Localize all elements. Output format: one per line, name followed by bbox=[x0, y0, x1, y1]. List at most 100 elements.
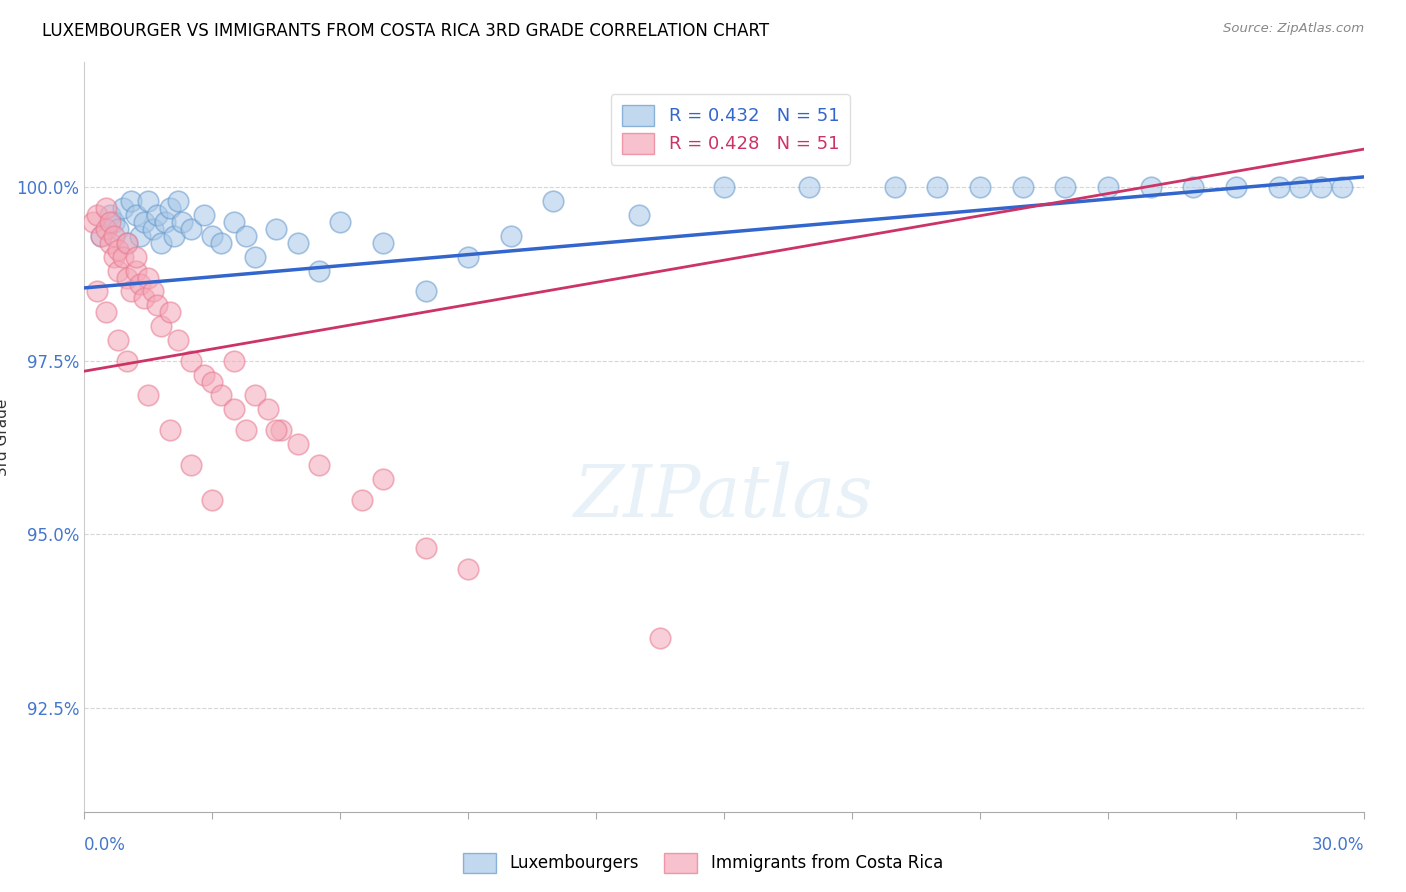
Point bbox=[1182, 180, 1205, 194]
Point bbox=[1097, 180, 1119, 194]
Point bbox=[1267, 180, 1289, 194]
Point bbox=[264, 222, 288, 236]
Point bbox=[201, 228, 224, 243]
Point bbox=[650, 632, 672, 646]
Point bbox=[1139, 180, 1161, 194]
Point bbox=[209, 388, 232, 402]
Text: 30.0%: 30.0% bbox=[1312, 836, 1364, 854]
Legend: R = 0.432   N = 51, R = 0.428   N = 51: R = 0.432 N = 51, R = 0.428 N = 51 bbox=[610, 94, 851, 164]
Point bbox=[256, 402, 278, 417]
Point bbox=[103, 250, 125, 264]
Point bbox=[94, 305, 117, 319]
Point bbox=[82, 215, 104, 229]
Legend: Luxembourgers, Immigrants from Costa Rica: Luxembourgers, Immigrants from Costa Ric… bbox=[457, 847, 949, 880]
Point bbox=[98, 208, 121, 222]
Point bbox=[415, 541, 437, 555]
Point bbox=[243, 388, 266, 402]
Point bbox=[103, 228, 125, 243]
Point bbox=[222, 215, 245, 229]
Point bbox=[107, 333, 129, 347]
Point bbox=[329, 215, 352, 229]
Point bbox=[308, 458, 330, 472]
Point bbox=[115, 353, 138, 368]
Text: ZIPatlas: ZIPatlas bbox=[574, 462, 875, 533]
Point bbox=[142, 285, 165, 299]
Point bbox=[94, 201, 117, 215]
Point bbox=[90, 228, 112, 243]
Point bbox=[499, 228, 522, 243]
Point bbox=[120, 194, 142, 209]
Point bbox=[159, 423, 181, 437]
Point bbox=[1310, 180, 1333, 194]
Point bbox=[287, 437, 309, 451]
Point bbox=[107, 243, 129, 257]
Point bbox=[120, 285, 142, 299]
Text: Source: ZipAtlas.com: Source: ZipAtlas.com bbox=[1223, 22, 1364, 36]
Point bbox=[86, 285, 108, 299]
Point bbox=[107, 222, 129, 236]
Point bbox=[98, 235, 121, 250]
Point bbox=[415, 285, 437, 299]
Point bbox=[167, 333, 190, 347]
Point bbox=[107, 263, 129, 277]
Point bbox=[201, 375, 224, 389]
Point bbox=[350, 492, 373, 507]
Point bbox=[883, 180, 905, 194]
Point bbox=[1331, 180, 1354, 194]
Point bbox=[799, 180, 821, 194]
Point bbox=[142, 222, 165, 236]
Point bbox=[128, 228, 150, 243]
Point bbox=[115, 235, 138, 250]
Point bbox=[308, 263, 330, 277]
Point bbox=[180, 222, 202, 236]
Point bbox=[115, 235, 138, 250]
Point bbox=[235, 423, 257, 437]
Text: 0.0%: 0.0% bbox=[84, 836, 127, 854]
Y-axis label: 3rd Grade: 3rd Grade bbox=[0, 399, 10, 475]
Point bbox=[138, 270, 160, 285]
Point bbox=[457, 562, 479, 576]
Point bbox=[155, 215, 177, 229]
Point bbox=[264, 423, 288, 437]
Point bbox=[371, 472, 394, 486]
Point bbox=[201, 492, 224, 507]
Text: LUXEMBOURGER VS IMMIGRANTS FROM COSTA RICA 3RD GRADE CORRELATION CHART: LUXEMBOURGER VS IMMIGRANTS FROM COSTA RI… bbox=[42, 22, 769, 40]
Point bbox=[86, 208, 108, 222]
Point bbox=[193, 208, 215, 222]
Point bbox=[111, 201, 134, 215]
Point bbox=[209, 235, 232, 250]
Point bbox=[138, 388, 160, 402]
Point bbox=[287, 235, 309, 250]
Point bbox=[98, 215, 121, 229]
Point bbox=[124, 208, 146, 222]
Point bbox=[111, 250, 134, 264]
Point bbox=[124, 250, 146, 264]
Point bbox=[1054, 180, 1077, 194]
Point bbox=[132, 291, 155, 305]
Point bbox=[235, 228, 257, 243]
Point bbox=[270, 423, 292, 437]
Point bbox=[159, 201, 181, 215]
Point bbox=[146, 208, 169, 222]
Point bbox=[103, 215, 125, 229]
Point bbox=[132, 215, 155, 229]
Point bbox=[159, 305, 181, 319]
Point bbox=[172, 215, 194, 229]
Point bbox=[222, 353, 245, 368]
Point bbox=[1288, 180, 1310, 194]
Point bbox=[146, 298, 169, 312]
Point bbox=[128, 277, 150, 292]
Point bbox=[193, 368, 215, 382]
Point bbox=[150, 235, 173, 250]
Point bbox=[1225, 180, 1247, 194]
Point bbox=[627, 208, 650, 222]
Point bbox=[150, 319, 173, 334]
Point bbox=[138, 194, 160, 209]
Point bbox=[371, 235, 394, 250]
Point bbox=[163, 228, 186, 243]
Point bbox=[167, 194, 190, 209]
Point bbox=[1011, 180, 1033, 194]
Point bbox=[180, 458, 202, 472]
Point bbox=[927, 180, 949, 194]
Point bbox=[969, 180, 991, 194]
